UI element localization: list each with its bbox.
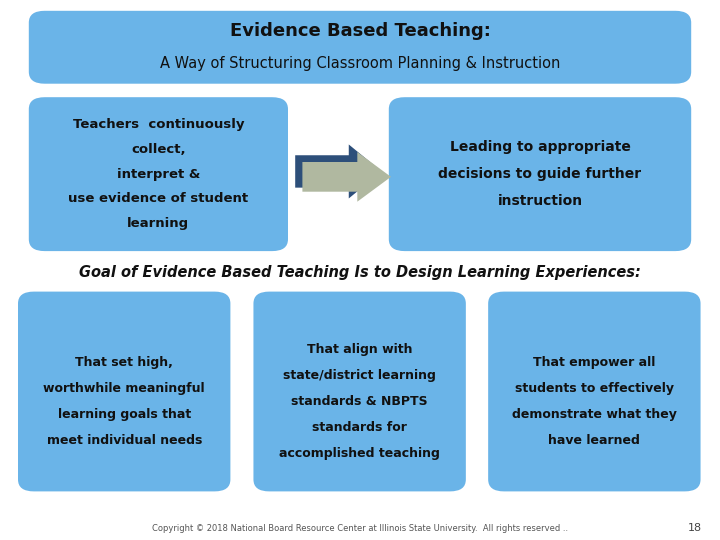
Text: That align with: That align with: [307, 343, 413, 356]
Polygon shape: [295, 144, 382, 199]
Text: standards & NBPTS: standards & NBPTS: [292, 395, 428, 408]
Text: interpret &: interpret &: [117, 167, 200, 181]
FancyBboxPatch shape: [253, 292, 466, 491]
Text: state/district learning: state/district learning: [283, 369, 436, 382]
Text: That empower all: That empower all: [534, 356, 655, 369]
Text: demonstrate what they: demonstrate what they: [512, 408, 677, 421]
FancyBboxPatch shape: [18, 292, 230, 491]
Text: Evidence Based Teaching:: Evidence Based Teaching:: [230, 22, 490, 40]
Text: standards for: standards for: [312, 421, 407, 434]
Text: Leading to appropriate: Leading to appropriate: [449, 140, 631, 154]
Text: decisions to guide further: decisions to guide further: [438, 167, 642, 181]
Text: use evidence of student: use evidence of student: [68, 192, 248, 206]
FancyBboxPatch shape: [488, 292, 701, 491]
Text: worthwhile meaningful: worthwhile meaningful: [43, 382, 205, 395]
Text: meet individual needs: meet individual needs: [47, 434, 202, 447]
Text: learning goals that: learning goals that: [58, 408, 191, 421]
Text: students to effectively: students to effectively: [515, 382, 674, 395]
Text: Goal of Evidence Based Teaching Is to Design Learning Experiences:: Goal of Evidence Based Teaching Is to De…: [79, 265, 641, 280]
Text: A Way of Structuring Classroom Planning & Instruction: A Way of Structuring Classroom Planning …: [160, 56, 560, 71]
FancyBboxPatch shape: [29, 11, 691, 84]
FancyBboxPatch shape: [389, 97, 691, 251]
Text: accomplished teaching: accomplished teaching: [279, 447, 440, 460]
Text: collect,: collect,: [131, 143, 186, 156]
Text: Teachers  continuously: Teachers continuously: [73, 118, 244, 131]
FancyBboxPatch shape: [29, 97, 288, 251]
Text: have learned: have learned: [549, 434, 640, 447]
Polygon shape: [302, 152, 391, 202]
Text: Copyright © 2018 National Board Resource Center at Illinois State University.  A: Copyright © 2018 National Board Resource…: [152, 524, 568, 532]
Text: 18: 18: [688, 523, 702, 533]
Text: That set high,: That set high,: [76, 356, 173, 369]
Text: learning: learning: [127, 217, 189, 231]
Text: instruction: instruction: [498, 194, 582, 208]
